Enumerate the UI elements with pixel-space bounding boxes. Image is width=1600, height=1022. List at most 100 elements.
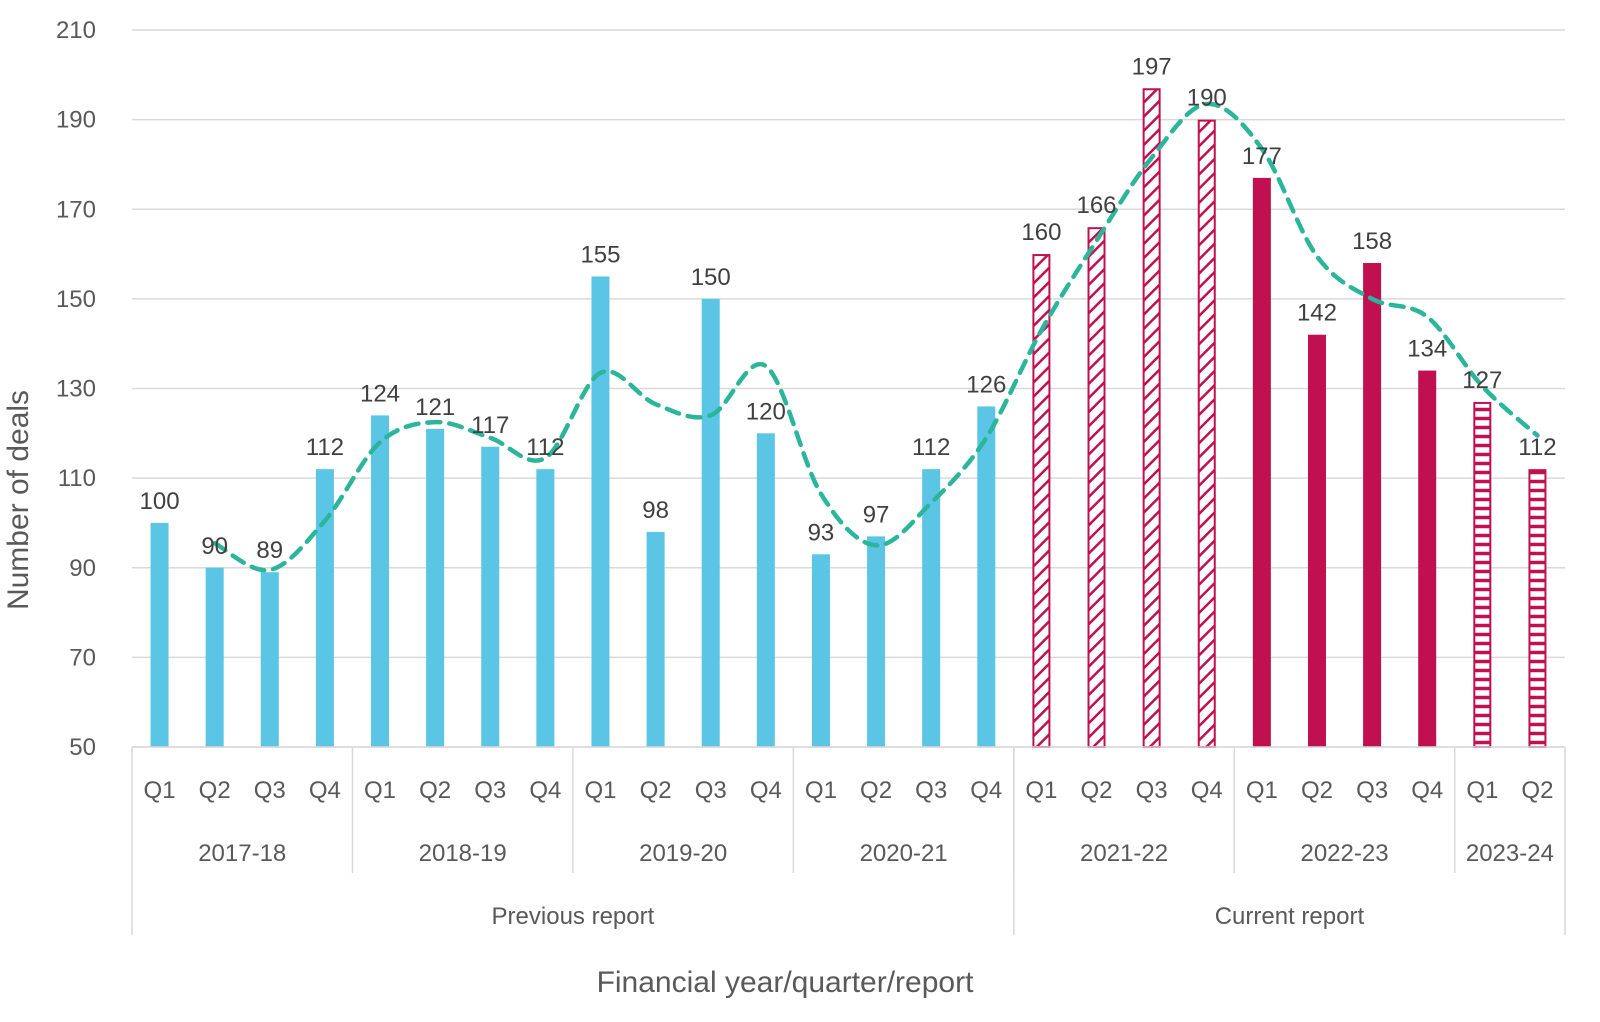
data-label: 177 [1242,143,1282,170]
bar [315,469,334,747]
bar [811,554,830,747]
data-label: 160 [1021,219,1061,246]
bar [1418,370,1437,747]
data-label: 112 [912,434,950,461]
year-label: 2023-24 [1466,840,1554,867]
x-tick-label: Q2 [419,777,451,804]
data-label: 121 [415,394,455,421]
y-tick-label: 190 [56,107,96,134]
x-tick-label: Q2 [860,777,892,804]
y-tick-label: 90 [69,555,96,582]
x-tick-label: Q2 [1301,777,1333,804]
bar [1252,177,1271,748]
gridlines [132,29,1565,748]
data-label: 166 [1076,192,1116,219]
x-tick-label: Q1 [144,777,176,804]
year-label: 2022-23 [1300,840,1388,867]
x-tick-label: Q3 [915,777,947,804]
x-tick-label: Q2 [199,777,231,804]
data-label: 127 [1462,367,1502,394]
trend-line [212,101,1540,573]
y-tick-label: 170 [56,196,96,223]
y-tick-label: 70 [69,644,96,671]
year-label: 2017-18 [198,840,286,867]
x-tick-label: Q1 [1246,777,1278,804]
x-tick-label: Q4 [309,777,341,804]
bar [1307,334,1326,747]
x-axis: Q1 Q2 Q3 Q4 Q1 Q2 Q3 Q4 Q1 Q2 Q3 Q4 Q1 Q2 Q3 Q4 Q1 Q2 Q3 Q4… [131,746,1566,935]
x-tick-label: Q2 [640,777,672,804]
data-label: 97 [863,501,890,528]
y-tick-label: 210 [56,17,96,44]
x-tick-label: Q1 [1466,777,1498,804]
data-label: 100 [140,488,180,515]
data-label: 117 [471,412,509,439]
report-label: Previous report [492,903,655,930]
x-tick-label: Q3 [254,777,286,804]
data-label: 158 [1352,228,1392,255]
year-label: 2019-20 [639,840,727,867]
x-tick-label: Q4 [529,777,561,804]
bar [536,469,555,747]
x-axis-title: Financial year/quarter/report [597,966,975,999]
bar [371,415,390,747]
x-tick-label: Q2 [1081,777,1113,804]
x-tick-label: Q4 [1191,777,1223,804]
data-label: 120 [746,398,786,425]
bar [1363,263,1382,747]
bar [1087,227,1106,749]
bars [150,88,1547,749]
bar [646,531,665,747]
data-label: 124 [360,380,400,407]
data-label: 134 [1407,336,1447,363]
x-tick-label: Q4 [750,777,782,804]
x-tick-label: Q4 [970,777,1002,804]
x-tick-label: Q3 [474,777,506,804]
x-tick-label: Q2 [1521,777,1553,804]
bar [922,469,941,747]
bar [481,446,500,747]
bar [1528,469,1547,748]
data-label: 112 [526,434,564,461]
y-tick-label: 130 [56,376,96,403]
bar [1142,88,1161,749]
x-tick-label: Q4 [1411,777,1443,804]
y-tick-label: 150 [56,286,96,313]
bar [701,298,720,747]
year-label: 2020-21 [860,840,948,867]
report-label: Current report [1215,903,1365,930]
bar [205,567,224,747]
data-label: 155 [580,241,620,268]
y-axis-title: Number of deals [2,390,35,610]
data-label: 190 [1187,85,1227,112]
x-tick-label: Q3 [1356,777,1388,804]
bar [977,406,996,747]
data-label: 90 [201,533,228,560]
bar [150,522,169,747]
data-label: 126 [966,371,1006,398]
data-label: 142 [1297,300,1337,327]
bar [426,428,445,747]
data-label: 112 [306,434,344,461]
bar [591,276,610,747]
data-label: 98 [642,497,669,524]
data-labels: 100 90 89 112 124 121 117 112 155 98 150 120 93 97 112… [140,53,1557,564]
y-tick-label: 110 [58,465,96,492]
bar [867,536,886,747]
data-label: 89 [256,537,283,564]
x-tick-label: Q1 [364,777,396,804]
year-label: 2018-19 [419,840,507,867]
trend-line-group [212,101,1540,573]
y-axis-ticks: 50 70 90 110 130 150 170 190 210 [56,17,96,761]
data-label: 150 [691,264,731,291]
data-label: 93 [808,519,835,546]
x-tick-label: Q1 [584,777,616,804]
bar [260,572,279,747]
x-tick-label: Q1 [1025,777,1057,804]
x-tick-label: Q1 [805,777,837,804]
bar [1473,401,1492,748]
bar [756,433,775,747]
y-tick-label: 50 [69,734,96,761]
data-label: 197 [1132,53,1172,80]
